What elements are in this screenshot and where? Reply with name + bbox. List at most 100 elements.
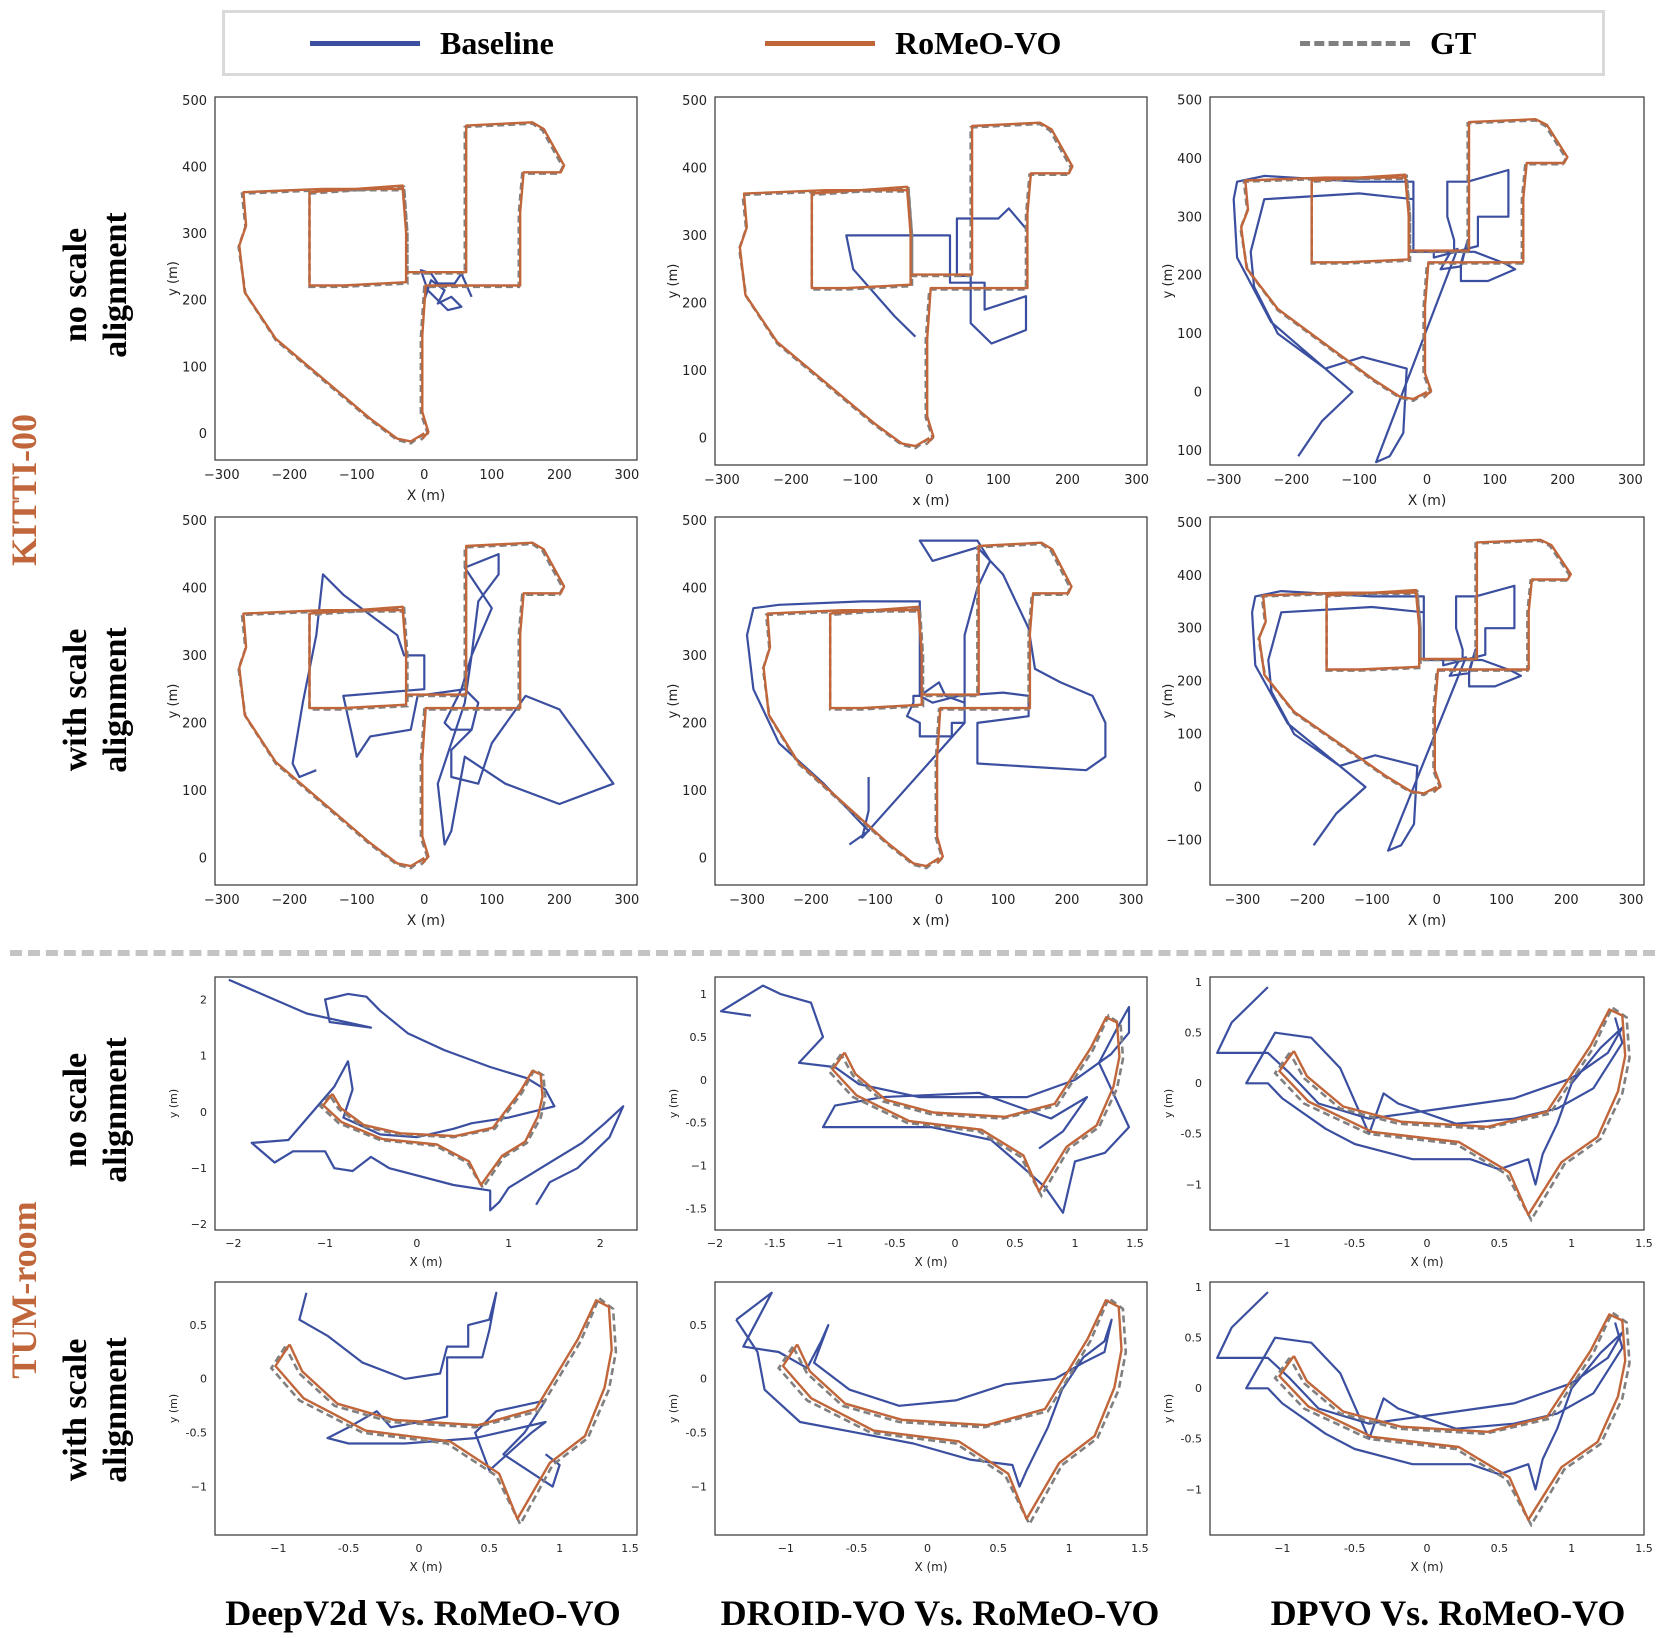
x-tick-label: −200	[793, 893, 829, 908]
plot-tum-dpvo-noscale: −1 -0.5 0 0.5 1 1.5 −1 -0.5 0 0.5 1 X (m) y (m)	[1162, 976, 1653, 1269]
y-tick-label: 100	[182, 784, 207, 799]
y-tick-label: 1	[1195, 1281, 1202, 1294]
x-tick-label: −200	[1274, 473, 1310, 488]
baseline-trajectory	[291, 552, 615, 846]
y-tick-label: 400	[1177, 152, 1202, 167]
legend-baseline: Baseline	[310, 13, 554, 73]
x-tick-label: 300	[614, 893, 639, 908]
x-tick-label: 0	[1423, 473, 1431, 488]
y-tick-label: 1	[700, 988, 707, 1001]
gt-trajectory	[1273, 1005, 1631, 1223]
x-tick-label: −100	[857, 893, 893, 908]
x-tick-label: −300	[704, 473, 740, 488]
x-tick-label: 1.5	[621, 1542, 639, 1555]
x-tick-label: −2	[225, 1237, 241, 1250]
section-divider	[10, 950, 1655, 956]
row-label-line2: alignment	[97, 1337, 134, 1483]
legend-gt-swatch	[1300, 40, 1410, 46]
x-tick-label: 0	[1424, 1237, 1431, 1250]
x-tick-label: 0	[1424, 1542, 1431, 1555]
y-tick-label: 100	[1177, 444, 1202, 459]
x-tick-label: 300	[1619, 893, 1644, 908]
x-tick-label: 300	[1618, 473, 1643, 488]
legend-baseline-label: Baseline	[440, 24, 554, 61]
y-tick-label: 2	[200, 993, 207, 1006]
legend-romeo-swatch	[765, 40, 875, 46]
x-tick-label: -0.5	[846, 1542, 867, 1555]
x-tick-label: −200	[773, 473, 809, 488]
y-tick-label: 300	[1177, 622, 1202, 637]
plot-tum-deepv2d-noscale: −2 −1 0 1 2 −2 −1 0 1 2 X (m) y (m)	[167, 976, 638, 1269]
x-tick-label: 1.5	[1635, 1237, 1653, 1250]
x-tick-label: −1	[778, 1542, 794, 1555]
plot-frame	[214, 96, 638, 461]
romeo-trajectory	[1278, 1008, 1627, 1217]
row-label-line2: alignment	[97, 627, 134, 773]
x-tick-label: −1	[1274, 1237, 1290, 1250]
x-tick-label: 1	[1066, 1542, 1073, 1555]
y-tick-label: 400	[182, 581, 207, 596]
x-tick-label: −100	[842, 473, 878, 488]
y-tick-label: 500	[682, 514, 707, 529]
x-tick-label: 200	[547, 468, 572, 483]
y-axis-label: y (m)	[1161, 684, 1176, 719]
y-tick-label: −1	[1186, 1178, 1202, 1191]
y-axis-label: y (m)	[667, 1089, 680, 1118]
plot-kitti-dpvo-scale: −300 −200 −100 0 100 200 300 −100 0 100 200 300 400 5…	[1161, 516, 1645, 929]
plot-frame	[214, 516, 638, 886]
gt-trajectory	[1273, 1310, 1631, 1528]
x-axis-label: X (m)	[1410, 1560, 1443, 1574]
x-tick-label: 0.5	[1491, 1542, 1509, 1555]
y-tick-label: 0	[1195, 1077, 1202, 1090]
y-tick-label: 500	[182, 94, 207, 109]
y-axis-label: y (m)	[167, 1089, 180, 1118]
baseline-trajectory	[845, 207, 1028, 345]
x-tick-label: 1.5	[1126, 1237, 1144, 1250]
x-tick-label: 300	[1124, 473, 1149, 488]
y-tick-label: 300	[182, 227, 207, 242]
x-tick-label: 1.5	[1131, 1542, 1149, 1555]
x-tick-label: 300	[614, 468, 639, 483]
y-tick-label: 200	[1177, 675, 1202, 690]
y-tick-label: 0.5	[1185, 1027, 1203, 1040]
y-tick-label: −1	[1186, 1483, 1202, 1496]
x-tick-label: 100	[991, 893, 1016, 908]
y-tick-label: 0.5	[690, 1031, 708, 1044]
row-label-line1: no scale	[57, 227, 94, 343]
x-tick-label: 0	[935, 893, 943, 908]
x-tick-label: −1	[270, 1542, 286, 1555]
x-tick-label: 0	[420, 468, 428, 483]
x-tick-label: 0	[420, 893, 428, 908]
y-tick-label: 0	[1195, 1382, 1202, 1395]
y-tick-label: 0	[1194, 386, 1202, 401]
x-tick-label: 200	[547, 893, 572, 908]
romeo-trajectory	[1239, 118, 1569, 401]
row-label-kitti-with-scale: with scale alignment	[56, 627, 136, 772]
y-tick-label: −2	[191, 1218, 207, 1231]
x-tick-label: −2	[707, 1237, 723, 1250]
column-title-droid: DROID-VO Vs. RoMeO-VO	[720, 1593, 1160, 1633]
x-tick-label: −300	[204, 893, 240, 908]
y-axis-label: y (m)	[667, 1394, 680, 1423]
row-label-line1: with scale	[57, 628, 94, 772]
x-tick-label: −300	[729, 893, 765, 908]
x-axis-label: X (m)	[1408, 493, 1447, 509]
y-tick-label: -0.5	[186, 1427, 207, 1440]
plot-tum-droid-noscale: −2 -1.5 −1 -0.5 0 0.5 1 1.5 -1.5 −1 -0.5 0 0.5 1 X (m)…	[667, 976, 1148, 1269]
x-tick-label: 100	[1482, 473, 1507, 488]
plot-tum-droid-scale: −1 -0.5 0 0.5 1 1.5 −1 -0.5 0 0.5 X (m) y (m)	[667, 1281, 1149, 1574]
legend-romeo: RoMeO-VO	[765, 13, 1061, 73]
y-tick-label: 0.5	[1185, 1332, 1203, 1345]
x-tick-label: 0	[924, 1542, 931, 1555]
y-tick-label: −1	[691, 1480, 707, 1493]
romeo-trajectory	[238, 121, 566, 443]
x-tick-label: −100	[1341, 473, 1377, 488]
plot-kitti-dpvo-noscale: −300 −200 −100 0 100 200 300 100 0 100 200 300 400 50…	[1161, 93, 1645, 509]
column-title-dpvo: DPVO Vs. RoMeO-VO	[1270, 1593, 1626, 1633]
x-tick-label: −300	[204, 468, 240, 483]
legend-romeo-label: RoMeO-VO	[895, 24, 1062, 61]
y-tick-label: −1	[191, 1162, 207, 1175]
row-label-line2: alignment	[97, 212, 134, 358]
x-axis-label: X (m)	[914, 1255, 947, 1269]
y-tick-label: 0	[200, 1106, 207, 1119]
